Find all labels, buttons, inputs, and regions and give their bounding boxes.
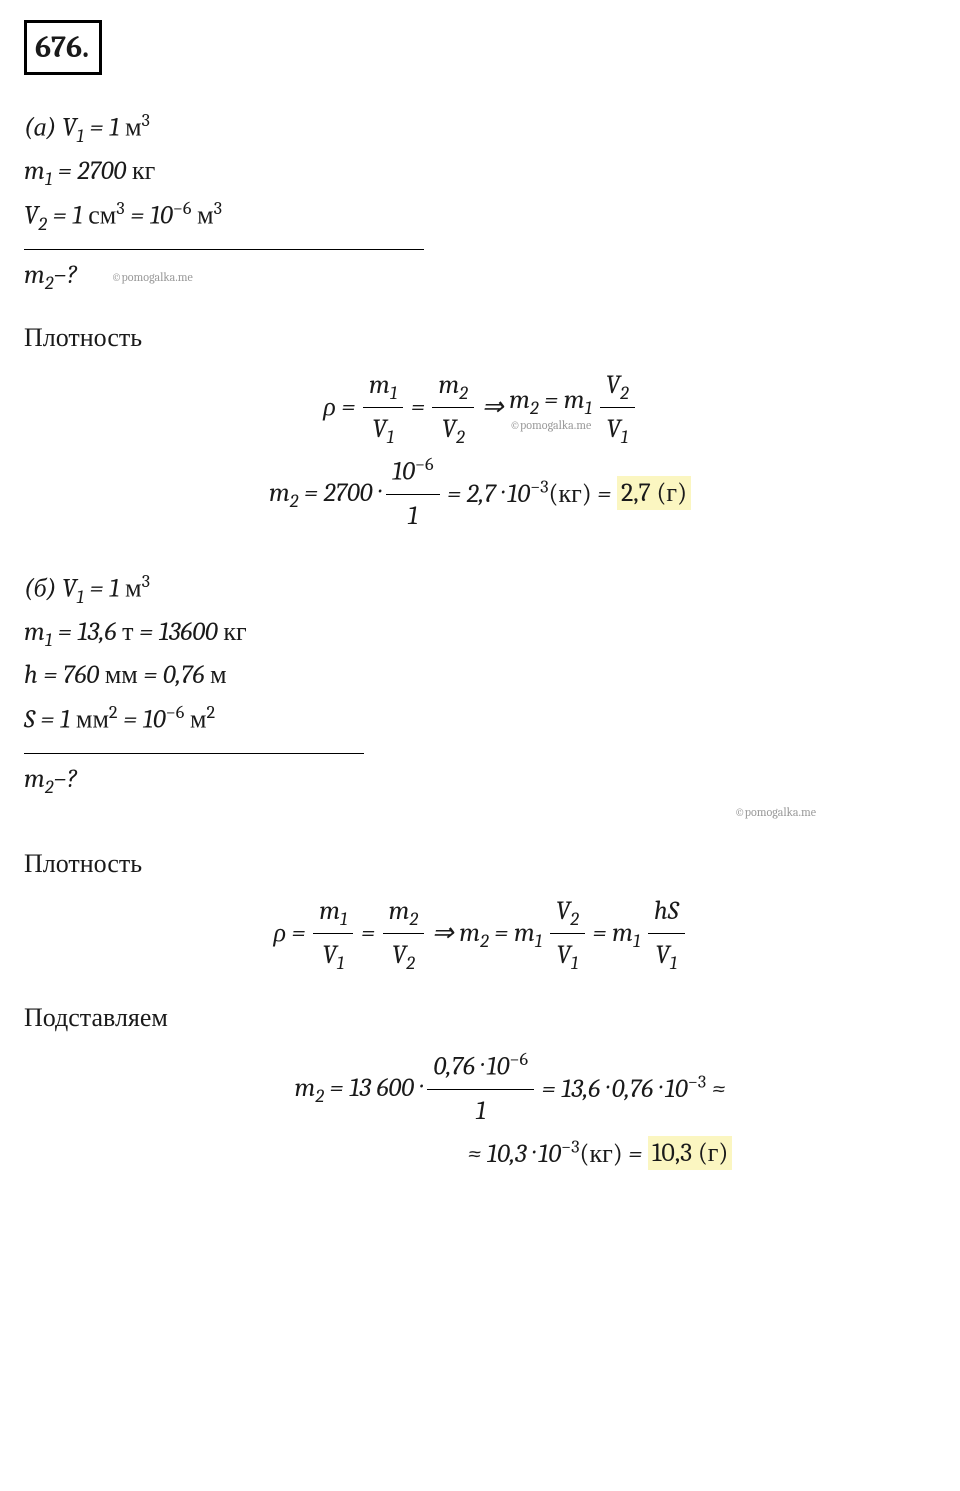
given-a-V1: (а) V1 = 1 м3: [24, 107, 936, 148]
eq-b-calc2: ≈ 10,3 · 10−3(кг) = 10,3 (г): [24, 1133, 936, 1174]
given-b-S: S = 1 мм2 = 10−6 м2: [24, 699, 936, 740]
problem-number-box: 676.: [24, 20, 102, 75]
eq-b-calc1: m2 = 13 600 · 0,76 · 10−61 = 13,6 · 0,76…: [24, 1046, 936, 1131]
problem-number: 676.: [35, 30, 89, 65]
part-b-marker: (б): [24, 574, 56, 604]
eq-a-rho: ρ = m1V1 = m2V2 ⇒ m2 = m1 ©pomogalka.me …: [24, 366, 936, 449]
given-b-m1: m1 = 13,6 т = 13600 кг: [24, 613, 936, 652]
unknown-a: m2−? ©pomogalka.me: [24, 256, 936, 295]
watermark: ©pomogalka.me: [111, 270, 192, 284]
density-label-a: Плотность: [24, 319, 936, 358]
eq-a-result: m2 = 2700 · 10−61 = 2,7 · 10−3(кг) = 2,7…: [24, 451, 936, 536]
divider-b: [24, 753, 364, 754]
watermark: ©pomogalka.me: [24, 803, 936, 821]
given-a-V2: V2 = 1 см3 = 10−6 м3: [24, 195, 936, 236]
part-b: (б) V1 = 1 м3 m1 = 13,6 т = 13600 кг h =…: [24, 568, 936, 1174]
given-b-V1: (б) V1 = 1 м3: [24, 568, 936, 609]
eq-b-rho: ρ = m1V1 = m2V2 ⇒ m2 = m1 V2V1 = m1 hSV1: [24, 892, 936, 975]
given-b-h: h = 760 мм = 0,76 м: [24, 656, 936, 695]
answer-b: 10,3 (г): [648, 1136, 732, 1170]
subst-label-b: Подставляем: [24, 999, 936, 1038]
density-label-b: Плотность: [24, 845, 936, 884]
given-a-m1: m1 = 2700 кг: [24, 152, 936, 191]
unknown-b: m2−?: [24, 760, 936, 799]
part-a: (а) V1 = 1 м3 m1 = 2700 кг V2 = 1 см3 = …: [24, 107, 936, 536]
part-a-marker: (а): [24, 113, 56, 143]
answer-a: 2,7 (г): [617, 476, 691, 510]
divider-a: [24, 249, 424, 250]
watermark: ©pomogalka.me: [509, 416, 592, 434]
